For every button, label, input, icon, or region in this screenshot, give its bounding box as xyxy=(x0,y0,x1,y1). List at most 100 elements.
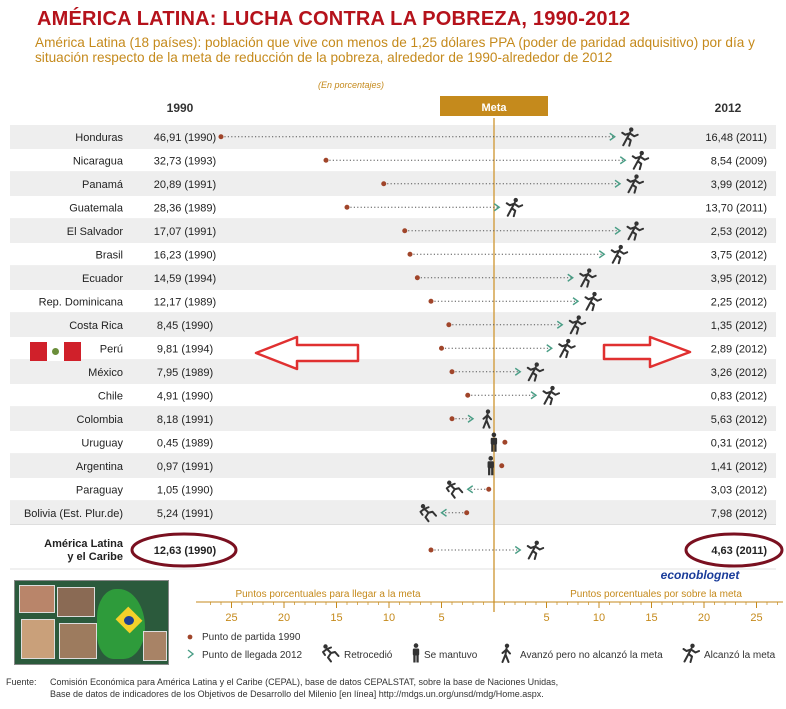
row-band-america-latina-y-el-caribe xyxy=(10,533,776,569)
end-arrow xyxy=(609,132,616,141)
country-label: Uruguay xyxy=(81,437,123,449)
red-arrow-left xyxy=(254,335,360,371)
x-tick-label: 20 xyxy=(698,612,710,624)
x-tick-label: 25 xyxy=(225,612,237,624)
value-2012: 2,89 (2012) xyxy=(711,343,767,355)
column-header-2012: 2012 xyxy=(715,101,742,115)
value-1990: 8,18 (1991) xyxy=(157,414,213,426)
end-arrow xyxy=(466,485,474,494)
source-line-1: Comisión Económica para América Latina y… xyxy=(50,677,559,687)
country-label: México xyxy=(88,367,123,379)
value-2012: 0,31 (2012) xyxy=(711,437,767,449)
value-1990: 12,63 (1990) xyxy=(154,545,217,557)
row-band-colombia xyxy=(10,407,776,431)
legend-end-label: Punto de llegada 2012 xyxy=(202,650,303,661)
source-label: Fuente: xyxy=(6,677,37,687)
row-band-brasil xyxy=(10,242,776,266)
end-arrow xyxy=(567,273,574,282)
country-label: Honduras xyxy=(75,132,123,144)
start-dot xyxy=(402,228,408,234)
column-header-1990: 1990 xyxy=(167,101,194,115)
country-label: El Salvador xyxy=(67,226,124,238)
value-1990: 14,59 (1994) xyxy=(154,273,216,285)
row-band-nicaragua xyxy=(10,148,776,172)
country-label: Brasil xyxy=(95,249,123,261)
row-band-peru xyxy=(10,336,776,360)
end-arrow xyxy=(546,344,553,353)
legend-start-label: Punto de partida 1990 xyxy=(202,632,301,643)
value-1990: 9,81 (1994) xyxy=(157,343,213,355)
row-band-guatemala xyxy=(10,195,776,219)
data-marks xyxy=(218,126,650,560)
end-arrow xyxy=(514,367,522,376)
end-arrow xyxy=(493,203,501,212)
row-band-mexico xyxy=(10,360,776,384)
row-band-paraguay xyxy=(10,477,776,501)
legend-retrocedio-icon xyxy=(322,643,340,663)
x-tick-label: 15 xyxy=(330,612,342,624)
row-band-uruguay xyxy=(10,430,776,454)
value-1990: 16,23 (1990) xyxy=(154,249,216,261)
start-dot xyxy=(428,547,434,553)
start-dot xyxy=(449,369,455,375)
row-band-chile xyxy=(10,383,776,407)
source-line-2: Base de datos de indicadores de los Obje… xyxy=(50,689,544,699)
x-tick-label: 20 xyxy=(278,612,290,624)
country-label: Bolivia (Est. Plur.de) xyxy=(24,508,123,520)
start-dot xyxy=(502,439,508,445)
end-arrow xyxy=(598,250,606,259)
row-band-rep-dominicana xyxy=(10,289,776,313)
x-axis: 25 20 15 10 5 5 10 15 20 25 xyxy=(196,601,783,624)
country-label: Chile xyxy=(98,390,123,402)
country-label-line1: América Latina xyxy=(44,538,124,550)
value-1990: 32,73 (1993) xyxy=(154,155,216,167)
value-2012: 3,95 (2012) xyxy=(711,273,767,285)
value-1990: 20,89 (1991) xyxy=(154,179,216,191)
row-backgrounds xyxy=(10,125,776,570)
row-labels: Honduras 46,91 (1990) 16,48 (2011) Nicaragu… xyxy=(24,132,767,563)
start-dot xyxy=(439,345,444,351)
country-label: Costa Rica xyxy=(69,320,124,332)
unit-note: (En porcentajes) xyxy=(318,80,385,90)
legend-alcanzo-icon xyxy=(682,643,700,663)
value-2012: 2,53 (2012) xyxy=(711,226,767,238)
row-band-el-salvador xyxy=(10,219,776,243)
end-arrow xyxy=(614,226,622,235)
end-arrow xyxy=(440,508,447,517)
row-band-costa-rica xyxy=(10,313,776,337)
value-1990: 0,45 (1989) xyxy=(157,437,213,449)
page-title: AMÉRICA LATINA: LUCHA CONTRA LA POBREZA,… xyxy=(37,8,631,30)
end-arrow xyxy=(572,297,580,306)
value-2012: 3,03 (2012) xyxy=(711,484,767,496)
value-1990: 17,07 (1991) xyxy=(154,226,216,238)
country-label: Colombia xyxy=(77,414,124,426)
meta-header-box xyxy=(440,96,548,116)
source-note: Fuente: Comisión Económica para América L… xyxy=(6,676,558,700)
x-tick-label: 5 xyxy=(543,612,549,624)
start-dot xyxy=(414,275,420,281)
axis-left-label: Puntos porcentuales para llegar a la met… xyxy=(235,589,421,600)
country-label: Nicaragua xyxy=(73,155,124,167)
row-band-honduras xyxy=(10,125,776,149)
legend: Punto de partida 1990 Punto de llegada 2… xyxy=(187,632,776,663)
legend-avanzo-icon xyxy=(501,643,511,663)
row-band-panama xyxy=(10,172,776,196)
start-dot xyxy=(323,157,329,163)
value-2012: 8,54 (2009) xyxy=(711,155,767,167)
start-dot xyxy=(446,322,452,328)
legend-alcanzo-label: Alcanzó la meta xyxy=(704,650,776,661)
start-dot xyxy=(464,510,470,516)
meta-label: Meta xyxy=(481,102,507,114)
value-2012: 2,25 (2012) xyxy=(711,296,767,308)
legend-avanzo-label: Avanzó pero no alcanzó la meta xyxy=(520,650,663,661)
x-tick-label: 5 xyxy=(438,612,444,624)
x-tick-label: 10 xyxy=(593,612,605,624)
value-2012: 13,70 (2011) xyxy=(705,202,767,214)
value-2012: 3,75 (2012) xyxy=(711,249,767,261)
start-dot xyxy=(449,416,455,422)
legend-start-dot xyxy=(187,634,193,640)
value-2012: 4,63 (2011) xyxy=(711,545,767,557)
country-label: Argentina xyxy=(76,461,124,473)
legend-se-mantuvo-label: Se mantuvo xyxy=(424,650,478,661)
value-2012: 0,83 (2012) xyxy=(711,390,767,402)
